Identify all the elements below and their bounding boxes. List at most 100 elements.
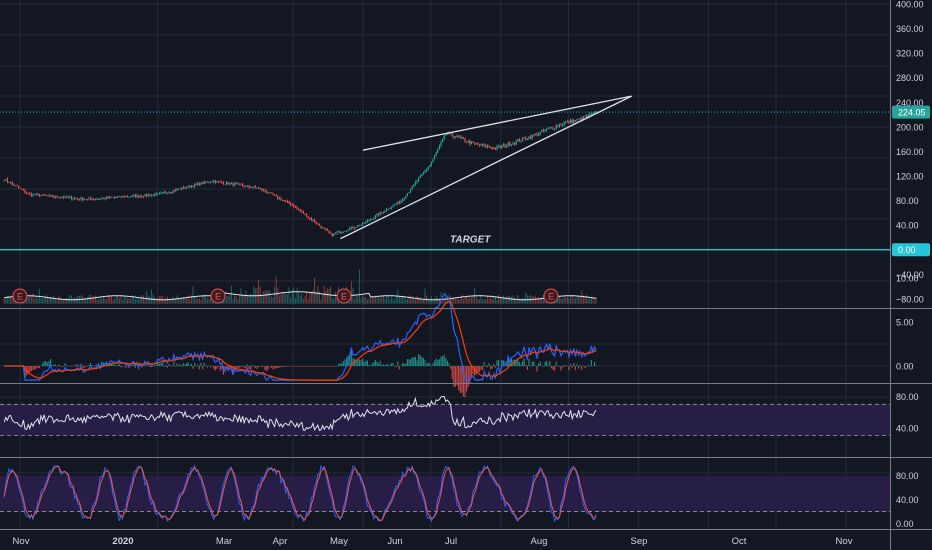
- earnings-marker[interactable]: E: [336, 288, 352, 304]
- candle-body: [280, 198, 282, 201]
- price-panel[interactable]: TARGET E E E E: [0, 95, 890, 304]
- volume-bar: [562, 298, 564, 304]
- volume-bar: [480, 294, 482, 304]
- target-label: TARGET: [450, 235, 491, 246]
- wedge-trendlines[interactable]: [340, 95, 632, 240]
- rsi-panel[interactable]: [0, 396, 890, 437]
- volume-bar: [237, 299, 239, 304]
- stochastic-panel[interactable]: [0, 464, 890, 523]
- macd-histogram-bar: [42, 363, 44, 366]
- candle-body: [539, 131, 541, 135]
- time-axis-label: Aug: [531, 536, 548, 547]
- candle-body: [182, 187, 185, 190]
- earnings-marker-label: E: [17, 292, 23, 302]
- macd-histogram-bar: [502, 360, 505, 366]
- candle-body: [126, 196, 129, 198]
- candle-body: [317, 223, 319, 225]
- volume-bar: [472, 295, 474, 304]
- volume-bar: [67, 297, 69, 304]
- candle-body: [170, 192, 172, 194]
- volume-bar: [35, 296, 37, 304]
- volume-bar: [40, 297, 42, 304]
- volume-bar: [394, 299, 396, 304]
- macd-histogram-bar: [379, 360, 381, 366]
- candle-body: [555, 125, 557, 129]
- candle-body: [568, 121, 570, 124]
- candle-body: [480, 143, 482, 146]
- candle-body: [566, 121, 569, 123]
- macd-histogram-bar: [152, 366, 154, 367]
- macd-histogram-bar: [317, 366, 319, 367]
- macd-histogram-bar: [547, 365, 549, 367]
- trendline[interactable]: [340, 95, 632, 240]
- volume-bar: [293, 287, 295, 304]
- volume-bar: [266, 290, 268, 304]
- volume-bar: [34, 298, 36, 304]
- macd-histogram-bar: [299, 366, 301, 367]
- volume-bar: [395, 295, 397, 304]
- volume-bar: [107, 294, 109, 304]
- volume-bar: [317, 285, 319, 304]
- macd-panel[interactable]: [3, 292, 597, 398]
- price-axis-label: 360.00: [896, 24, 924, 34]
- volume-bar: [251, 294, 253, 304]
- volume-bar: [434, 298, 436, 304]
- candle-body: [429, 164, 431, 168]
- macd-histogram-bar: [458, 366, 460, 391]
- macd-histogram-bar: [490, 366, 492, 370]
- volume-bar: [187, 295, 189, 304]
- volume-bar: [299, 295, 301, 304]
- candle-body: [518, 139, 521, 142]
- macd-histogram-bar: [251, 364, 253, 366]
- earnings-marker[interactable]: E: [210, 288, 226, 304]
- candle-body: [134, 195, 137, 197]
- candle-body: [350, 226, 353, 229]
- price-axis[interactable]: 400.00 360.00 320.00 280.00 240.00 200.00 160.…: [896, 0, 924, 529]
- volume-bar: [134, 299, 136, 304]
- candle-body: [395, 203, 397, 205]
- candle-body: [306, 214, 308, 218]
- candle-body: [190, 186, 193, 188]
- volume-bar: [122, 299, 124, 304]
- volume-bar: [573, 297, 575, 304]
- candle-body: [128, 196, 130, 198]
- macd-histogram-bar: [205, 365, 207, 367]
- volume-bar: [45, 294, 47, 304]
- macd-histogram-bar: [62, 366, 65, 367]
- time-axis[interactable]: Nov 2020 Mar Apr May Jun Jul Aug Sep Oct Nov: [13, 536, 853, 547]
- volume-bar: [328, 288, 330, 304]
- volume-bar: [258, 279, 260, 304]
- candle-body: [222, 182, 225, 184]
- macd-histogram-bar: [339, 363, 341, 366]
- volume-bar: [386, 295, 388, 304]
- rsi-line: [3, 396, 597, 432]
- volume-bar: [579, 297, 581, 304]
- volume-bar: [542, 294, 544, 304]
- earnings-marker[interactable]: E: [543, 288, 559, 304]
- volume-bar: [235, 296, 237, 304]
- volume-bar: [184, 298, 186, 304]
- candle-body: [538, 134, 540, 136]
- volume-bar: [269, 290, 271, 304]
- trendline[interactable]: [362, 95, 632, 151]
- volume-histogram: [3, 269, 597, 304]
- macd-histogram-bar: [542, 366, 545, 367]
- candle-body: [45, 195, 47, 197]
- candle-body: [253, 186, 255, 188]
- volume-bar: [574, 298, 576, 304]
- macd-histogram-bar: [370, 365, 372, 367]
- macd-histogram-bar: [546, 360, 548, 366]
- macd-histogram-bar: [357, 360, 359, 366]
- earnings-marker[interactable]: E: [12, 288, 28, 304]
- price-axis-label: 240.00: [896, 98, 924, 108]
- candle-body: [344, 231, 346, 232]
- price-axis-label: 40.00: [896, 495, 919, 505]
- macd-histogram-bar: [136, 365, 138, 366]
- volume-bar: [110, 295, 112, 304]
- candle-body: [54, 195, 57, 197]
- rsi-band: [0, 404, 890, 436]
- candle-body: [368, 220, 370, 222]
- candle-body: [160, 192, 162, 194]
